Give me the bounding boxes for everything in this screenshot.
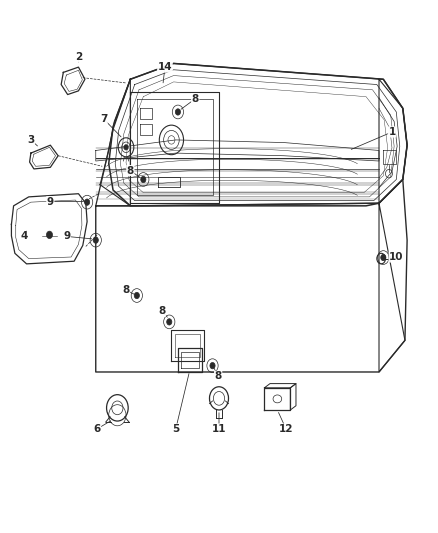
- Text: 12: 12: [279, 424, 293, 434]
- Text: 4: 4: [21, 231, 28, 241]
- Text: 8: 8: [215, 371, 222, 381]
- Text: 2: 2: [75, 52, 82, 62]
- Text: 11: 11: [212, 424, 226, 434]
- Circle shape: [46, 231, 53, 239]
- Text: 1: 1: [389, 127, 396, 137]
- Text: 8: 8: [191, 94, 199, 104]
- Circle shape: [381, 254, 386, 261]
- Text: 8: 8: [158, 306, 166, 316]
- Circle shape: [141, 176, 146, 183]
- Text: 9: 9: [47, 197, 54, 207]
- Text: 14: 14: [158, 62, 172, 72]
- Circle shape: [210, 362, 215, 369]
- Circle shape: [175, 109, 180, 115]
- Circle shape: [85, 199, 90, 205]
- Circle shape: [167, 319, 172, 325]
- Circle shape: [134, 292, 139, 298]
- Text: 9: 9: [63, 231, 71, 241]
- Text: 10: 10: [389, 252, 403, 262]
- Text: 7: 7: [100, 114, 107, 124]
- Circle shape: [93, 237, 99, 243]
- Text: 8: 8: [127, 166, 134, 175]
- Text: 8: 8: [122, 285, 130, 295]
- Text: 5: 5: [172, 424, 180, 434]
- Text: 3: 3: [27, 135, 35, 145]
- Circle shape: [124, 144, 128, 150]
- Text: 6: 6: [93, 424, 101, 434]
